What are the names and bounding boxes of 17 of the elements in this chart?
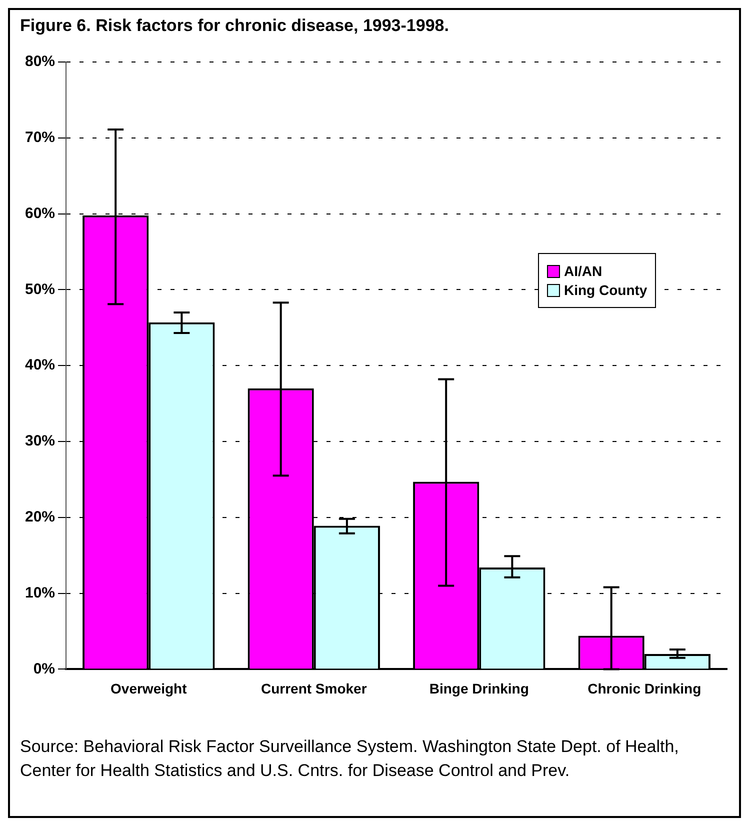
y-tick-label: 20% xyxy=(24,508,56,526)
y-tick-label: 70% xyxy=(24,129,56,146)
y-tick-label: 50% xyxy=(24,280,56,298)
y-tick-label: 80% xyxy=(24,53,56,70)
source-note: Source: Behavioral Risk Factor Surveillance System. Washington State Dept. of Health, Center for Health Statistics and U.S. Cntrs. for Disease Control and Prev. xyxy=(20,736,680,782)
x-tick-label: Chronic Drinking xyxy=(588,680,702,696)
chart-title: Figure 6. Risk factors for chronic disease, 1993-1998. xyxy=(20,16,449,36)
y-tick-label: 40% xyxy=(24,356,56,374)
x-tick-label: Overweight xyxy=(110,680,188,696)
legend-label: AI/AN xyxy=(564,263,602,279)
y-tick-label: 0% xyxy=(33,660,56,678)
x-tick-label: Current Smoker xyxy=(260,680,368,696)
legend-label: King County xyxy=(564,282,648,298)
y-tick-label: 30% xyxy=(24,432,56,450)
y-tick-label: 10% xyxy=(24,584,56,602)
y-tick-label: 60% xyxy=(24,204,56,222)
x-tick-label: Binge Drinking xyxy=(429,680,529,696)
